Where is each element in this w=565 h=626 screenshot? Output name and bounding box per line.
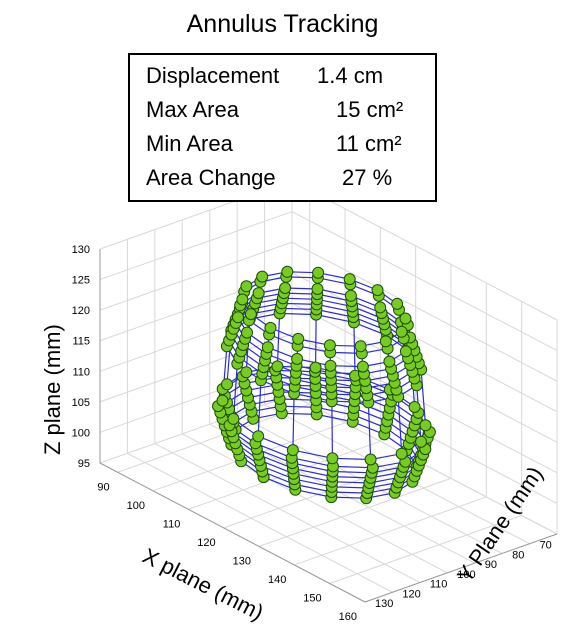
z-tick-label: 110 — [72, 366, 90, 378]
stat-value: 1.4 cm — [317, 63, 383, 89]
y-tick-label: 130 — [375, 598, 393, 610]
floor-grid-line — [259, 478, 451, 546]
stat-value: 27 % — [342, 165, 392, 191]
data-point — [228, 413, 239, 424]
ring-connector — [368, 402, 370, 459]
data-point — [262, 342, 273, 353]
y-tick-label: 120 — [402, 588, 420, 600]
x-tick-label: 90 — [97, 481, 109, 493]
ring-connector — [354, 322, 355, 375]
data-point — [293, 333, 304, 344]
stat-value: 15 cm² — [336, 97, 403, 123]
data-point — [272, 361, 283, 372]
ring-connector — [332, 401, 333, 458]
data-point — [372, 285, 383, 296]
stat-label: Min Area — [146, 131, 233, 157]
data-point — [217, 395, 228, 406]
x-tick-label: 130 — [233, 555, 251, 567]
data-point — [292, 353, 303, 364]
x-tick-label: 100 — [127, 500, 145, 512]
x-tick-label: 120 — [197, 537, 215, 549]
data-point — [280, 283, 291, 294]
data-point — [420, 420, 431, 431]
y-tick-label: 80 — [512, 549, 524, 561]
data-point — [245, 309, 256, 320]
stat-label: Max Area — [146, 97, 239, 123]
data-point — [345, 290, 356, 301]
z-tick-label: 105 — [72, 397, 90, 409]
z-tick-label: 125 — [72, 275, 90, 287]
z-tick-label: 100 — [72, 427, 90, 439]
data-point — [416, 436, 427, 447]
data-point — [400, 346, 411, 357]
data-point — [400, 313, 411, 324]
stat-value: 11 cm² — [336, 131, 402, 157]
data-point — [222, 379, 233, 390]
data-point — [265, 322, 276, 333]
data-point — [312, 284, 323, 295]
data-point — [324, 340, 335, 351]
data-point — [282, 266, 293, 277]
z-tick-label: 115 — [72, 336, 90, 348]
chart-title: Annulus Tracking — [0, 10, 565, 39]
data-point — [396, 326, 407, 337]
data-point — [253, 288, 264, 299]
y-tick-label: 70 — [540, 540, 552, 552]
data-point — [344, 274, 355, 285]
floor-grid-line — [294, 497, 486, 565]
x-tick-label: 160 — [339, 611, 357, 622]
data-point — [409, 402, 420, 413]
z-axis-title: Z plane (mm) — [40, 324, 66, 455]
data-point — [396, 448, 407, 459]
data-point — [384, 356, 395, 367]
x-tick-label: 150 — [303, 592, 321, 604]
data-point — [287, 445, 298, 456]
x-tick-label: 140 — [268, 574, 286, 586]
data-point — [380, 336, 391, 347]
data-point — [241, 367, 252, 378]
data-point — [392, 298, 403, 309]
data-point — [241, 281, 252, 292]
data-point — [233, 312, 244, 323]
data-point — [237, 294, 248, 305]
data-point — [365, 454, 376, 465]
z-tick-label: 130 — [72, 244, 90, 256]
left-wall-grid-line — [100, 212, 292, 280]
data-point — [355, 341, 366, 352]
ring-connector — [293, 393, 294, 450]
data-point — [257, 271, 268, 282]
data-point — [357, 361, 368, 372]
data-point — [375, 302, 386, 313]
data-point — [310, 362, 321, 373]
stat-label: Area Change — [146, 165, 276, 191]
data-point — [325, 360, 336, 371]
y-tick-label: 110 — [430, 579, 448, 591]
x-tick-label: 110 — [163, 518, 181, 530]
data-point — [327, 453, 338, 464]
data-point — [242, 327, 253, 338]
z-tick-label: 120 — [72, 305, 90, 317]
data-point — [253, 431, 264, 442]
stat-label: Displacement — [146, 63, 279, 89]
z-tick-label: 95 — [78, 458, 90, 470]
data-point — [313, 267, 324, 278]
ring-connector — [316, 315, 317, 368]
stats-box: Displacement 1.4 cm Max Area 15 cm² Min … — [128, 53, 437, 202]
